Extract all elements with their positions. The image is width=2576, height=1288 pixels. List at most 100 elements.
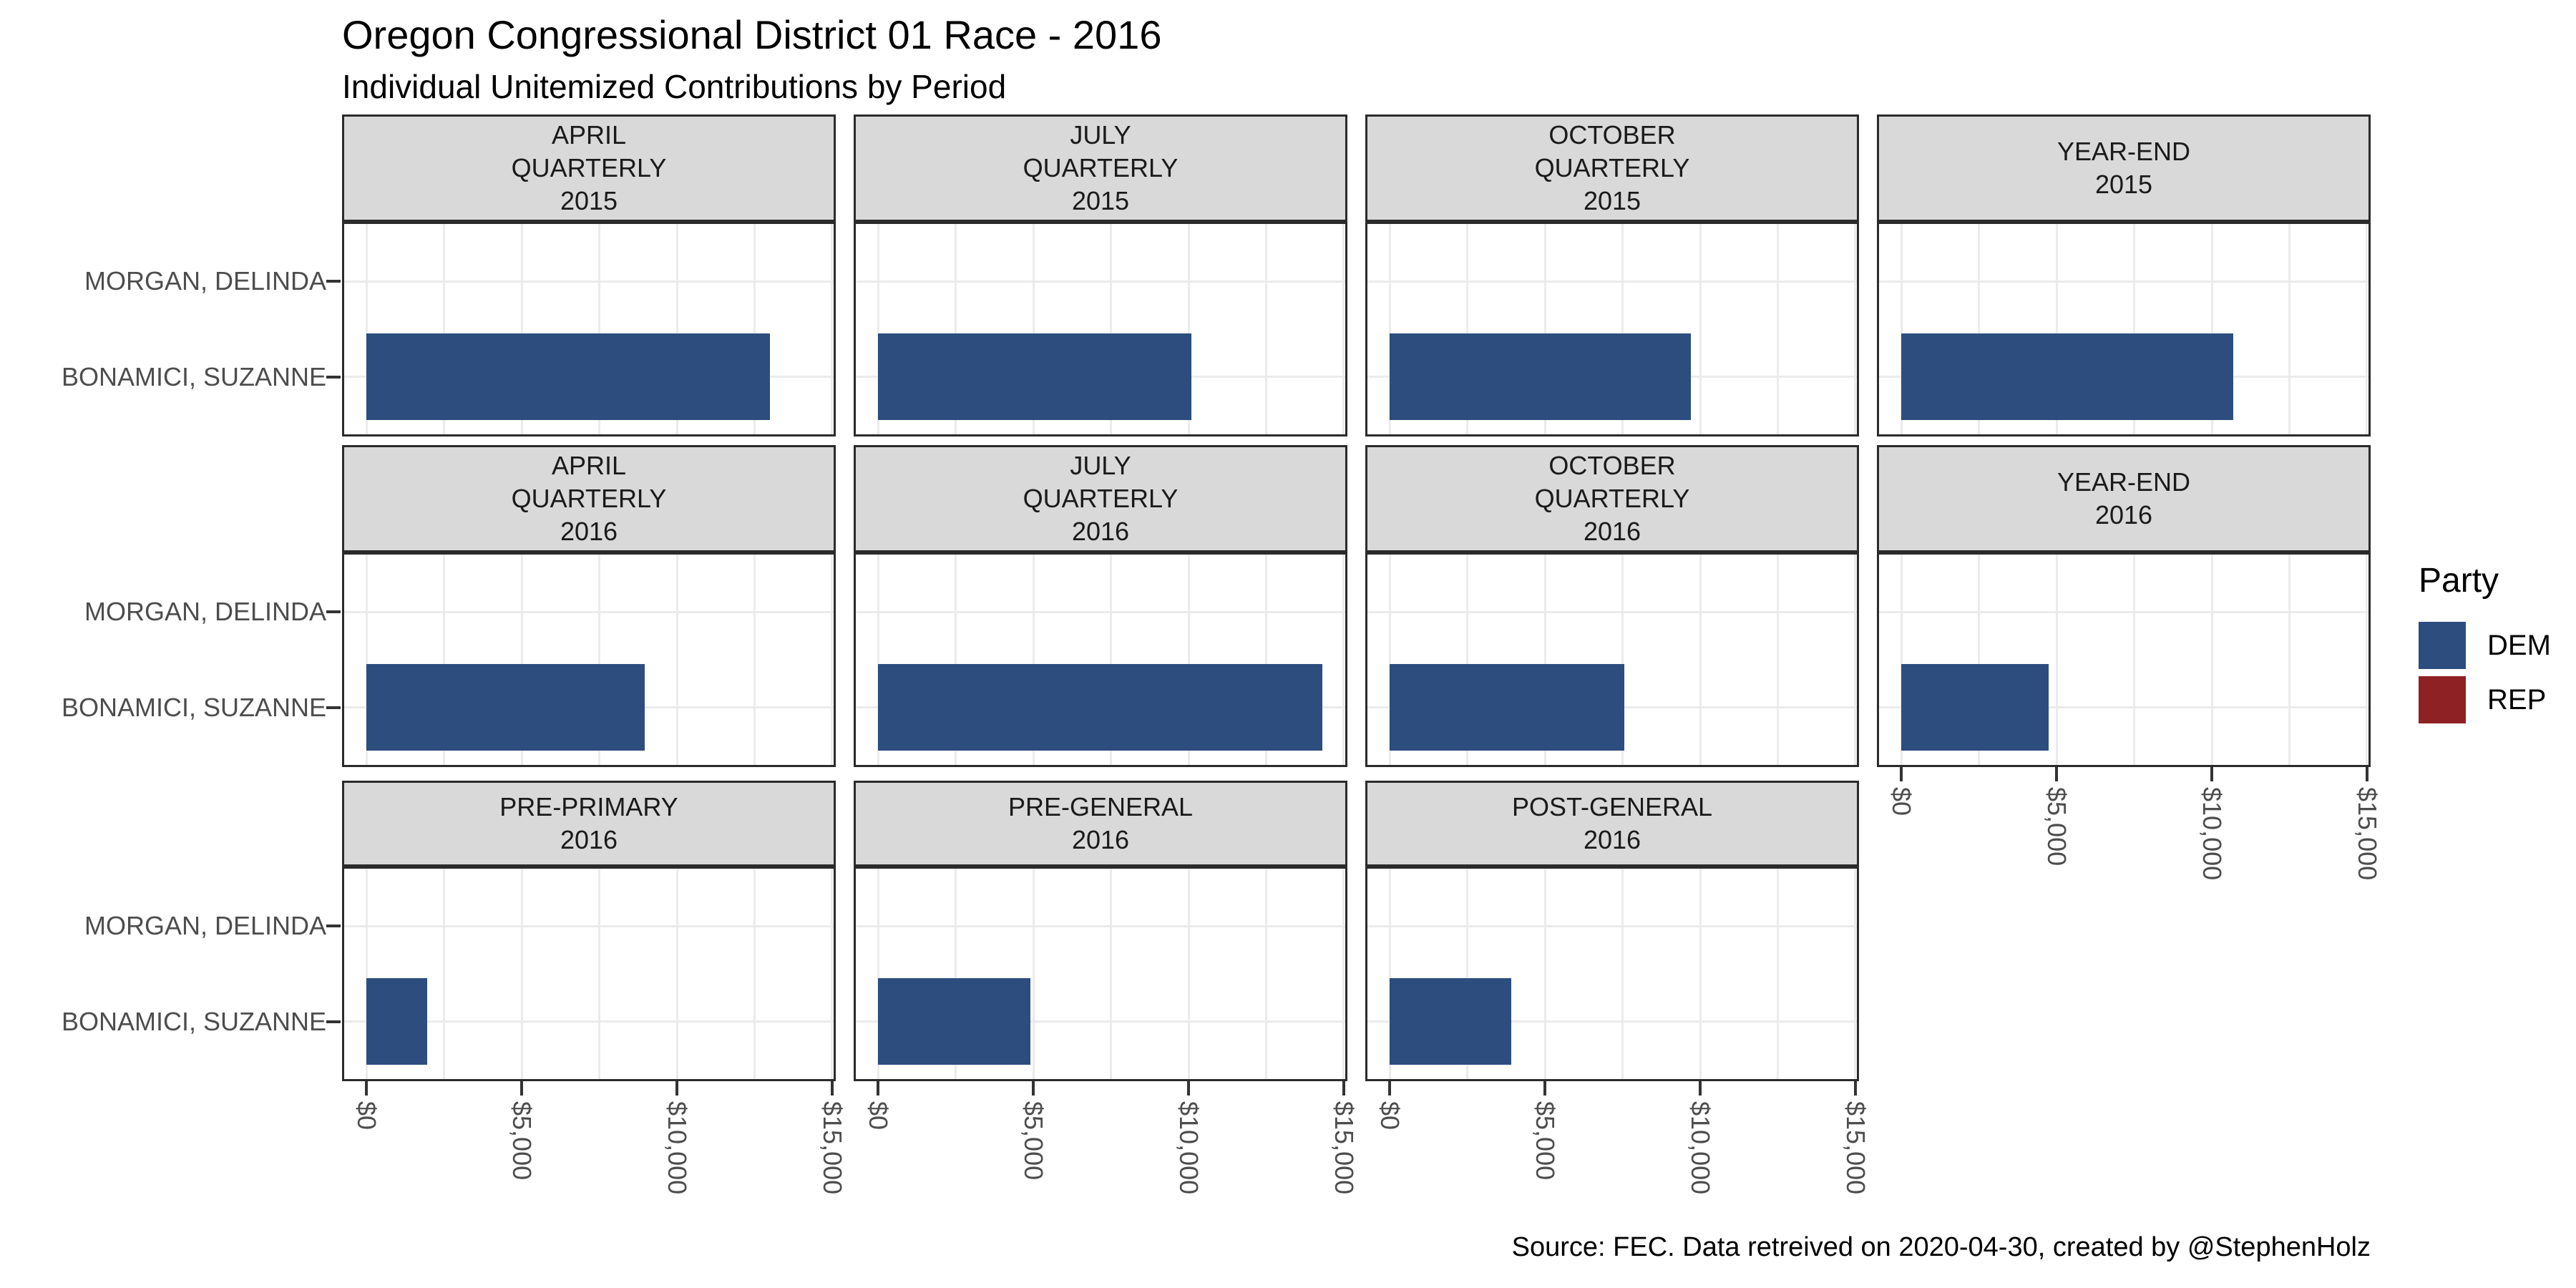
facet-strip-line: APRIL [551,451,627,480]
facet-strip-pre-general-2016: PRE-GENERAL 2016 [854,781,1347,867]
facet-panel-april-quarterly-2016 [342,552,836,767]
facet-strip-october-quarterly-2016: OCTOBER QUARTERLY 2016 [1365,445,1859,552]
facet-strip-line: OCTOBER [1548,120,1676,150]
gridline-x [1621,869,1624,1079]
gridline-x [1777,555,1780,765]
gridline-x [365,869,368,1079]
facet-strip-line: OCTOBER [1548,451,1676,480]
x-axis-label: $5,000 [1531,1101,1561,1181]
gridline-x [1110,555,1113,765]
facet-strip-line: 2016 [560,825,618,854]
facet-strip-line: POST-GENERAL [1511,792,1713,821]
gridline-x [2366,224,2368,434]
legend: Party DEM REP [2419,561,2551,731]
gridline-x [1110,869,1113,1079]
bar-bonamici-suzanne [366,333,771,420]
facet-strip-line: QUARTERLY [511,484,667,513]
gridline-x [675,224,678,434]
gridline-x [1466,869,1469,1079]
x-axis-label: $10,000 [663,1101,693,1195]
gridline-x [520,555,523,765]
facet-panel-pre-general-2016 [854,867,1347,1081]
gridline-x [1699,869,1702,1079]
rep-color-swatch [2419,676,2466,723]
y-axis-label-bonamici-suzanne: BONAMICI, SUZANNE [61,361,326,391]
legend-entry-rep: REP [2419,676,2551,723]
gridline-x [753,869,756,1079]
gridline-x [365,555,368,765]
gridline-y [1367,280,1857,283]
gridline-y [856,1020,1345,1023]
facet-strip-line: 2016 [1071,517,1130,546]
gridline-x [831,555,834,765]
x-axis-tick [1900,767,1903,781]
y-axis-label-morgan-delinda: MORGAN, DELINDA [84,597,326,627]
x-axis-tick [1699,1081,1702,1096]
x-axis-label: $10,000 [1686,1101,1716,1195]
facet-strip-line: 2015 [560,186,618,215]
gridline-x [1265,869,1268,1079]
x-axis-label: $5,000 [507,1101,537,1181]
x-axis-label: $15,000 [817,1101,847,1195]
x-axis-tick [2055,767,2059,781]
gridline-x [1621,224,1624,434]
y-axis-tick [326,1020,341,1023]
gridline-y [1879,706,2368,709]
facet-strip-line: 2016 [1583,825,1641,854]
gridline-x [520,869,523,1079]
y-axis-tick [326,706,341,709]
facet-strip-line: PRE-GENERAL [1008,792,1194,821]
gridline-x [955,224,957,434]
gridline-x [1699,555,1702,765]
facet-strip-line: QUARTERLY [511,153,667,182]
gridline-x [1543,224,1546,434]
gridline-y [344,610,834,613]
facet-panel-october-quarterly-2015 [1365,222,1859,436]
facet-strip-july-quarterly-2015: JULY QUARTERLY 2015 [854,114,1347,222]
gridline-x [1032,869,1035,1079]
legend-title: Party [2419,562,2499,600]
x-axis-label: $0 [1375,1101,1405,1131]
chart-caption: Source: FEC. Data retreived on 2020-04-3… [1511,1232,2371,1262]
y-axis-label-bonamici-suzanne: BONAMICI, SUZANNE [61,1006,326,1036]
gridline-x [1187,555,1190,765]
gridline-x [1777,224,1780,434]
gridline-y [1367,610,1857,613]
facet-strip-line: YEAR-END [2057,137,2191,166]
gridline-x [1466,555,1469,765]
x-axis-tick [675,1081,679,1096]
chart-subtitle: Individual Unitemized Contributions by P… [342,68,1007,105]
gridline-y [1367,924,1857,927]
gridline-x [831,224,834,434]
gridline-x [1978,555,1981,765]
bar-bonamici-suzanne [366,664,645,751]
gridline-x [1621,555,1624,765]
facet-panel-july-quarterly-2016 [854,552,1347,767]
gridline-x [1388,224,1391,434]
gridline-x [877,224,879,434]
gridline-x [1543,555,1546,765]
y-axis-tick [326,375,341,379]
facet-strip-year-end-2016: YEAR-END 2016 [1877,445,2371,552]
facet-strip-line: 2015 [1071,186,1130,215]
x-axis-label: $0 [864,1101,894,1131]
bar-bonamici-suzanne [1901,664,2049,751]
bar-bonamici-suzanne [878,978,1030,1065]
gridline-y [856,924,1345,927]
gridline-y [1879,610,2368,613]
gridline-x [2366,555,2368,765]
facet-strip-line: 2015 [2094,170,2153,199]
facet-strip-line: QUARTERLY [1023,484,1179,513]
gridline-x [2210,224,2213,434]
x-axis-label: $15,000 [1840,1101,1870,1195]
y-axis-label-bonamici-suzanne: BONAMICI, SUZANNE [61,692,326,722]
gridline-x [1466,224,1469,434]
gridline-x [1900,224,1903,434]
facet-strip-line: JULY [1070,120,1131,150]
facet-strip-line: QUARTERLY [1534,484,1690,513]
gridline-x [753,555,756,765]
x-axis-tick [830,1081,834,1096]
gridline-x [2055,555,2058,765]
gridline-x [1265,224,1268,434]
gridline-y [344,924,834,927]
